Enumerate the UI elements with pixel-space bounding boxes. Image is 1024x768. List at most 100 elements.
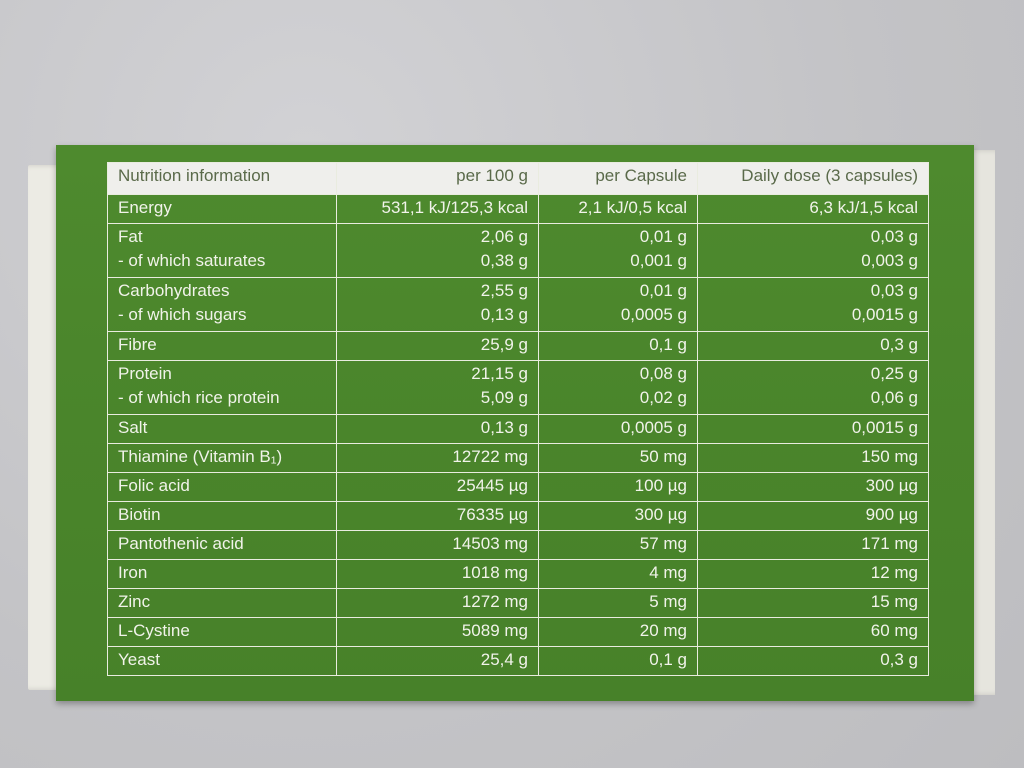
value-per-100g: 1018 mg	[461, 563, 528, 582]
value-daily-dose: 0,0015 g	[851, 418, 918, 437]
nutrient-label-cell: Iron	[107, 559, 337, 589]
value-per-capsule-cell: 20 mg	[538, 617, 698, 647]
value-daily-dose-cell: 0,3 g	[697, 646, 929, 676]
table-row: Salt 0,13 g 0,0005 g 0,0015 g	[107, 414, 929, 444]
nutrient-label-cell: Yeast	[107, 646, 337, 676]
value-daily-dose: 0,03 g	[870, 281, 918, 300]
table-row: Fat - of which saturates 2,06 g 0,38 g 0,01 …	[107, 223, 929, 278]
nutrient-label: - of which saturates	[118, 251, 266, 270]
value-per-100g: 0,13 g	[480, 418, 528, 437]
value-per-100g: 14503 mg	[452, 534, 528, 553]
nutrient-label: Protein	[118, 364, 172, 383]
nutrient-label: Iron	[118, 563, 148, 582]
value-per-capsule: 100 µg	[634, 476, 687, 495]
value-per-100g: 1272 mg	[461, 592, 528, 611]
value-per-capsule: 300 µg	[634, 505, 687, 524]
table-row: Biotin 76335 µg 300 µg 900 µg	[107, 501, 929, 531]
value-daily-dose-cell: 60 mg	[697, 617, 929, 647]
value-daily-dose: 150 mg	[861, 447, 918, 466]
header-nutrition-information: Nutrition information	[107, 162, 337, 195]
table-row: L-Cystine 5089 mg 20 mg 60 mg	[107, 617, 929, 647]
nutrient-label: - of which rice protein	[118, 388, 280, 407]
value-per-100g: 25,9 g	[480, 335, 528, 354]
value-daily-dose: 0,0015 g	[851, 305, 918, 324]
value-daily-dose: 0,03 g	[870, 227, 918, 246]
nutrient-label-cell: Pantothenic acid	[107, 530, 337, 560]
value-per-capsule: 57 mg	[639, 534, 687, 553]
value-daily-dose: 300 µg	[865, 476, 918, 495]
value-daily-dose-cell: 150 mg	[697, 443, 929, 473]
nutrient-label: - of which sugars	[118, 305, 247, 324]
value-per-100g-cell: 2,55 g 0,13 g	[336, 277, 539, 332]
value-per-capsule-cell: 0,01 g 0,001 g	[538, 223, 698, 278]
value-per-capsule-cell: 4 mg	[538, 559, 698, 589]
value-daily-dose: 60 mg	[870, 621, 918, 640]
value-daily-dose-cell: 0,25 g 0,06 g	[697, 360, 929, 415]
value-per-100g: 25445 µg	[456, 476, 528, 495]
nutrient-label: Folic acid	[118, 476, 190, 495]
header-daily-dose: Daily dose (3 capsules)	[697, 162, 929, 195]
value-per-capsule: 0,02 g	[639, 388, 687, 407]
table-row: Fibre 25,9 g 0,1 g 0,3 g	[107, 331, 929, 361]
value-per-capsule: 0,0005 g	[620, 305, 687, 324]
value-per-100g-cell: 531,1 kJ/125,3 kcal	[336, 194, 539, 224]
nutrient-label: Energy	[118, 198, 172, 217]
value-per-capsule: 0,1 g	[649, 335, 687, 354]
value-per-100g: 0,38 g	[480, 251, 528, 270]
value-per-capsule-cell: 0,01 g 0,0005 g	[538, 277, 698, 332]
value-per-100g: 12722 mg	[452, 447, 528, 466]
value-daily-dose: 171 mg	[861, 534, 918, 553]
nutrient-label: Thiamine (Vitamin B₁)	[118, 447, 283, 466]
nutrient-label: Salt	[118, 418, 148, 437]
value-daily-dose: 900 µg	[865, 505, 918, 524]
value-per-100g-cell: 25,4 g	[336, 646, 539, 676]
nutrient-label-cell: Fibre	[107, 331, 337, 361]
value-daily-dose: 12 mg	[870, 563, 918, 582]
value-daily-dose: 0,25 g	[870, 364, 918, 383]
value-daily-dose-cell: 171 mg	[697, 530, 929, 560]
value-daily-dose-cell: 0,03 g 0,003 g	[697, 223, 929, 278]
value-per-capsule-cell: 0,1 g	[538, 646, 698, 676]
value-daily-dose: 0,3 g	[880, 335, 918, 354]
nutrient-label: Yeast	[118, 650, 160, 669]
nutrient-label: Fibre	[118, 335, 157, 354]
table-row: Folic acid 25445 µg 100 µg 300 µg	[107, 472, 929, 502]
table-row: Yeast 25,4 g 0,1 g 0,3 g	[107, 646, 929, 676]
header-per-capsule: per Capsule	[538, 162, 698, 195]
value-daily-dose-cell: 6,3 kJ/1,5 kcal	[697, 194, 929, 224]
nutrient-label: Zinc	[118, 592, 151, 611]
nutrient-label-cell: Protein - of which rice protein	[107, 360, 337, 415]
value-per-capsule-cell: 0,0005 g	[538, 414, 698, 444]
value-daily-dose: 0,06 g	[870, 388, 918, 407]
product-box: Nutrition information per 100 g per Caps…	[56, 145, 974, 701]
value-per-capsule-cell: 5 mg	[538, 588, 698, 618]
table-row: Pantothenic acid 14503 mg 57 mg 171 mg	[107, 530, 929, 560]
value-per-capsule: 0,001 g	[630, 251, 687, 270]
value-per-100g: 2,55 g	[480, 281, 528, 300]
value-daily-dose-cell: 0,3 g	[697, 331, 929, 361]
nutrient-label: Carbohydrates	[118, 281, 230, 300]
value-per-100g: 76335 µg	[456, 505, 528, 524]
table-row: Protein - of which rice protein 21,15 g 5,0…	[107, 360, 929, 415]
table-row: Carbohydrates - of which sugars 2,55 g 0,13…	[107, 277, 929, 332]
value-daily-dose-cell: 0,0015 g	[697, 414, 929, 444]
nutrient-label-cell: Energy	[107, 194, 337, 224]
nutrient-label-cell: Salt	[107, 414, 337, 444]
table-row: Thiamine (Vitamin B₁) 12722 mg 50 mg 150 mg	[107, 443, 929, 473]
value-per-capsule: 0,01 g	[639, 227, 687, 246]
value-daily-dose-cell: 0,03 g 0,0015 g	[697, 277, 929, 332]
value-per-capsule: 20 mg	[639, 621, 687, 640]
value-daily-dose-cell: 900 µg	[697, 501, 929, 531]
value-per-100g: 5,09 g	[480, 388, 528, 407]
value-per-capsule: 0,01 g	[639, 281, 687, 300]
nutrient-label-cell: Carbohydrates - of which sugars	[107, 277, 337, 332]
value-per-capsule: 50 mg	[639, 447, 687, 466]
table-row: Iron 1018 mg 4 mg 12 mg	[107, 559, 929, 589]
value-per-100g: 2,06 g	[480, 227, 528, 246]
value-per-capsule: 0,1 g	[649, 650, 687, 669]
table-row: Energy 531,1 kJ/125,3 kcal 2,1 kJ/0,5 kcal…	[107, 194, 929, 224]
value-daily-dose: 0,003 g	[861, 251, 918, 270]
table-header-row: Nutrition information per 100 g per Caps…	[107, 162, 929, 195]
value-daily-dose-cell: 300 µg	[697, 472, 929, 502]
value-per-capsule-cell: 2,1 kJ/0,5 kcal	[538, 194, 698, 224]
